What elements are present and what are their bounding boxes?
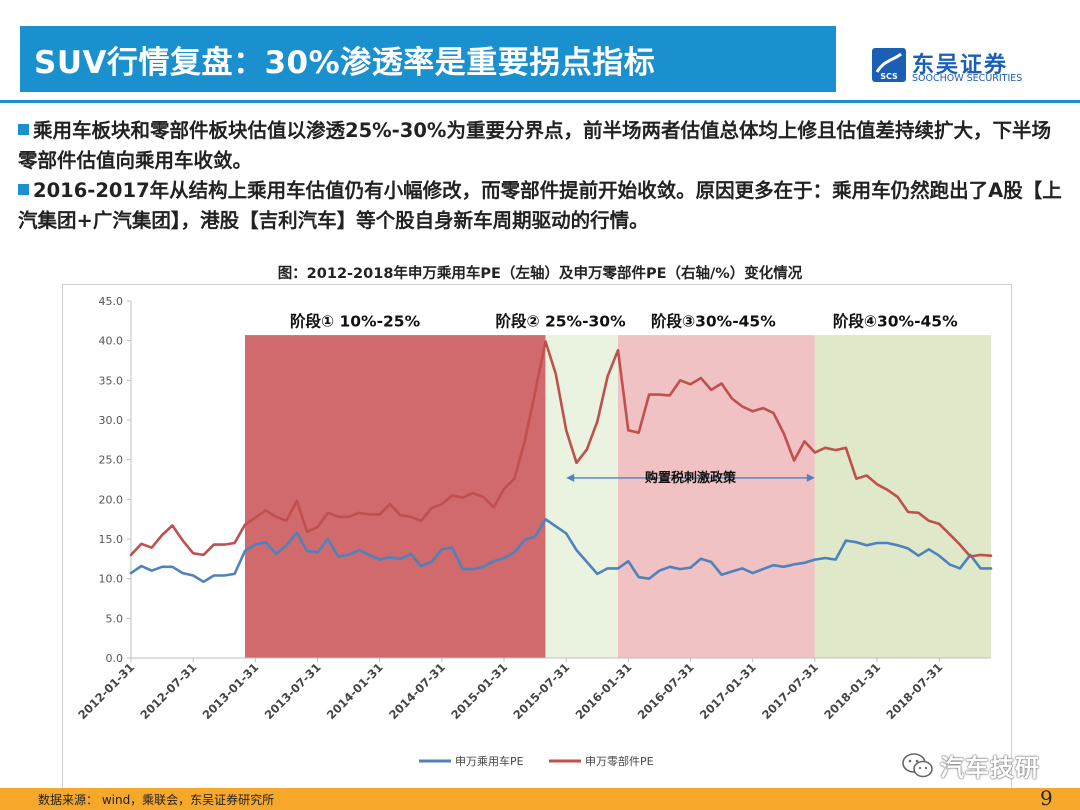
bullet-square-icon [18, 184, 29, 195]
legend-label: 申万乘用车PE [455, 754, 524, 768]
x-tick-label: 2018-01-31 [821, 660, 883, 722]
x-tick-label: 2017-01-31 [697, 660, 759, 722]
y-tick-label: 40.0 [99, 335, 124, 348]
series-line [129, 517, 993, 584]
x-tick-label: 2013-07-31 [262, 660, 324, 722]
bullet-text: 乘用车板块和零部件板块估值以渗透25%-30%为重要分界点，前半场两者估值总体均… [18, 119, 1051, 172]
y-tick-label: 15.0 [99, 533, 124, 546]
x-tick-label: 2012-07-31 [137, 660, 199, 722]
bullet-square-icon [18, 124, 29, 135]
bullet-text: 2016-2017年从结构上乘用车估值仍有小幅修改，而零部件提前开始收敛。原因更… [18, 179, 1062, 232]
pe-line-chart: 0.0 5.0 10.0 15.0 20.0 25.0 30.0 35.0 40.0 45.0 20… [75, 295, 993, 768]
annotation-arrow-head-left [566, 473, 575, 482]
stage-band [244, 335, 546, 658]
bullet-item: 乘用车板块和零部件板块估值以渗透25%-30%为重要分界点，前半场两者估值总体均… [18, 116, 1068, 176]
page-title: SUV行情复盘：30%渗透率是重要拐点指标 [34, 44, 656, 81]
watermark: 汽车技研 [902, 748, 1040, 783]
y-tick-label: 30.0 [99, 414, 124, 427]
stage-band [814, 335, 991, 658]
x-tick-label: 2015-01-31 [448, 660, 510, 722]
chart-title: 图：2012-2018年申万乘用车PE（左轴）及申万零部件PE（右轴/%）变化情… [277, 266, 803, 282]
data-source: 数据来源： wind，乘联会，东吴证券研究所 [38, 793, 275, 807]
y-tick-label: 10.0 [99, 573, 124, 586]
annotation-label: 购置税刺激政策 [645, 470, 737, 486]
y-tick-label: 25.0 [99, 454, 124, 467]
legend-label: 申万零部件PE [585, 754, 654, 768]
wechat-icon [902, 752, 933, 777]
stage-label: 阶段④30%-45% [833, 311, 958, 330]
header-divider [0, 100, 1080, 103]
x-tick-label: 2014-01-31 [324, 660, 386, 722]
footer-bar: 数据来源： wind，乘联会，东吴证券研究所 [0, 788, 1080, 810]
logo-mark-icon: SCS [872, 48, 906, 82]
title-bar: SUV行情复盘：30%渗透率是重要拐点指标 [20, 26, 836, 92]
watermark-text: 汽车技研 [940, 754, 1040, 782]
x-tick-label: 2016-01-31 [573, 660, 635, 722]
y-tick-label: 35.0 [99, 374, 124, 387]
stage-label: 阶段① 10%-25% [290, 311, 421, 330]
y-tick-label: 5.0 [106, 612, 124, 625]
y-tick-label: 45.0 [99, 295, 124, 308]
x-tick-label: 2015-07-31 [510, 660, 572, 722]
logo-mark-text: SCS [880, 72, 898, 81]
x-tick-label: 2017-07-31 [759, 660, 821, 722]
chart-frame: 0.0 5.0 10.0 15.0 20.0 25.0 30.0 35.0 40.0 45.0 20… [62, 284, 1012, 794]
bullet-list: 乘用车板块和零部件板块估值以渗透25%-30%为重要分界点，前半场两者估值总体均… [18, 116, 1068, 236]
stage-band [617, 335, 815, 658]
stage-label: 阶段② 25%-30% [495, 311, 626, 330]
company-logo: SCS 东吴证券 SOOCHOW SECURITIES [872, 46, 1032, 86]
y-tick-label: 0.0 [106, 652, 124, 665]
annotation-arrow-head-right [806, 473, 815, 482]
x-tick-label: 2016-07-31 [635, 660, 697, 722]
stage-label: 阶段③30%-45% [651, 311, 776, 330]
y-tick-label: 20.0 [99, 493, 124, 506]
logo-subtitle: SOOCHOW SECURITIES [912, 73, 1023, 84]
x-tick-label: 2012-01-31 [75, 660, 137, 722]
x-tick-label: 2018-07-31 [883, 660, 945, 722]
page-number: 9 [1040, 786, 1053, 810]
series-line [129, 340, 993, 558]
x-tick-label: 2014-07-31 [386, 660, 448, 722]
x-tick-label: 2013-01-31 [200, 660, 262, 722]
logo-name: 东吴证券 [912, 53, 1009, 78]
bullet-item: 2016-2017年从结构上乘用车估值仍有小幅修改，而零部件提前开始收敛。原因更… [18, 176, 1068, 236]
